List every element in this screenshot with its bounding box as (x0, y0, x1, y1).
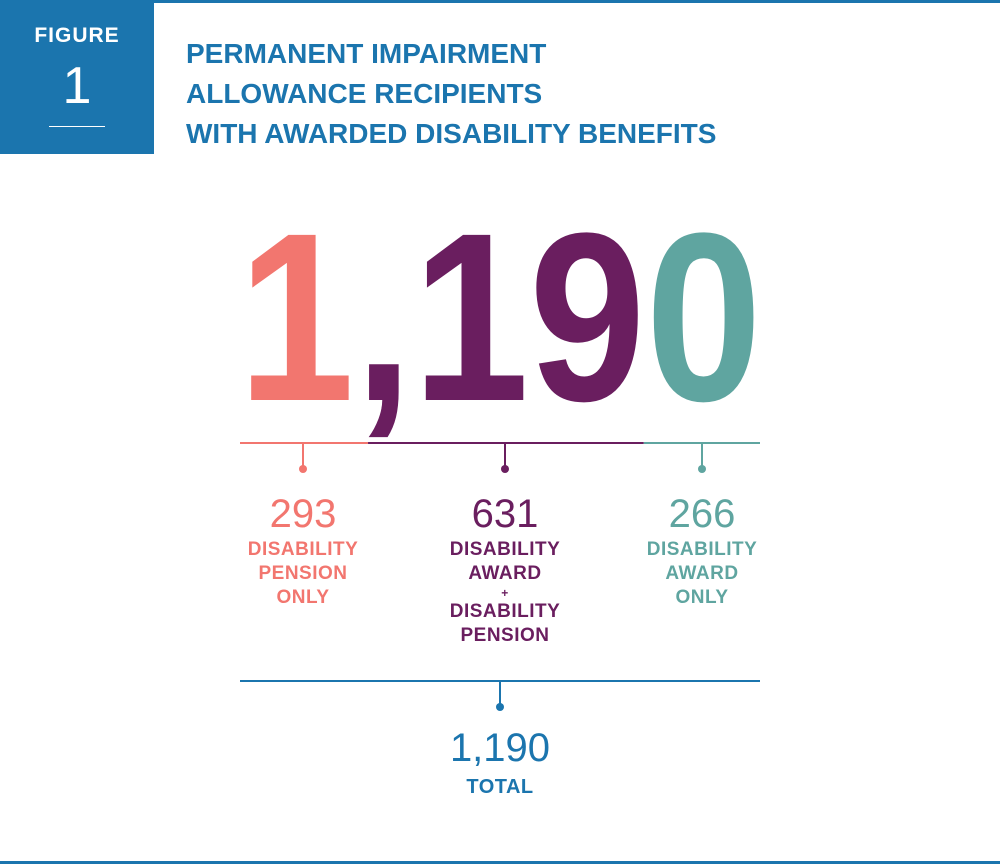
label-line: ONLY (675, 587, 729, 608)
pension-only-label: DISABILITY PENSION ONLY (203, 538, 403, 610)
label-line: AWARD (468, 563, 542, 584)
award-and-pension-label: DISABILITY AWARD + DISABILITY PENSION (405, 538, 605, 648)
label-line: DISABILITY (646, 539, 758, 560)
figure-badge: FIGURE 1 (0, 0, 154, 154)
segment-award-and-pension-dot (501, 465, 509, 473)
award-and-pension-value: 631 (471, 492, 539, 536)
segment-award-only-dot (698, 465, 706, 473)
total-dot (496, 703, 504, 711)
label-line: PENSION (258, 563, 348, 584)
chart-title: PERMANENT IMPAIRMENT ALLOWANCE RECIPIENT… (186, 34, 966, 154)
big-number-segment-award-and-pension: 1,190 (238, 183, 762, 451)
top-rule (0, 0, 1000, 3)
total-label: TOTAL (466, 776, 534, 798)
award-only-value: 266 (668, 492, 736, 536)
pension-only-value: 293 (269, 492, 337, 536)
label-line: AWARD (665, 563, 739, 584)
total-value: 1,190 (449, 726, 551, 770)
bottom-rule (0, 861, 1000, 864)
segment-pension-only-dot (299, 465, 307, 473)
label-line: DISABILITY (247, 539, 359, 560)
label-line: ONLY (276, 587, 330, 608)
big-number-segment-pension-only: 1,190 (238, 183, 762, 451)
figure-label: FIGURE (34, 24, 120, 47)
award-only-label: DISABILITY AWARD ONLY (602, 538, 802, 610)
figure-number: 1 (62, 57, 92, 115)
label-line: DISABILITY (449, 539, 561, 560)
title-line-2: ALLOWANCE RECIPIENTS (186, 78, 543, 109)
figure-underline (49, 126, 105, 127)
label-line: DISABILITY (449, 601, 561, 622)
big-number-segment-award-only: 1,190 (238, 183, 762, 451)
label-line: PENSION (460, 625, 550, 646)
title-line-1: PERMANENT IMPAIRMENT (186, 38, 547, 69)
plus-sign: + (501, 586, 509, 600)
title-line-3: WITH AWARDED DISABILITY BENEFITS (186, 118, 717, 149)
